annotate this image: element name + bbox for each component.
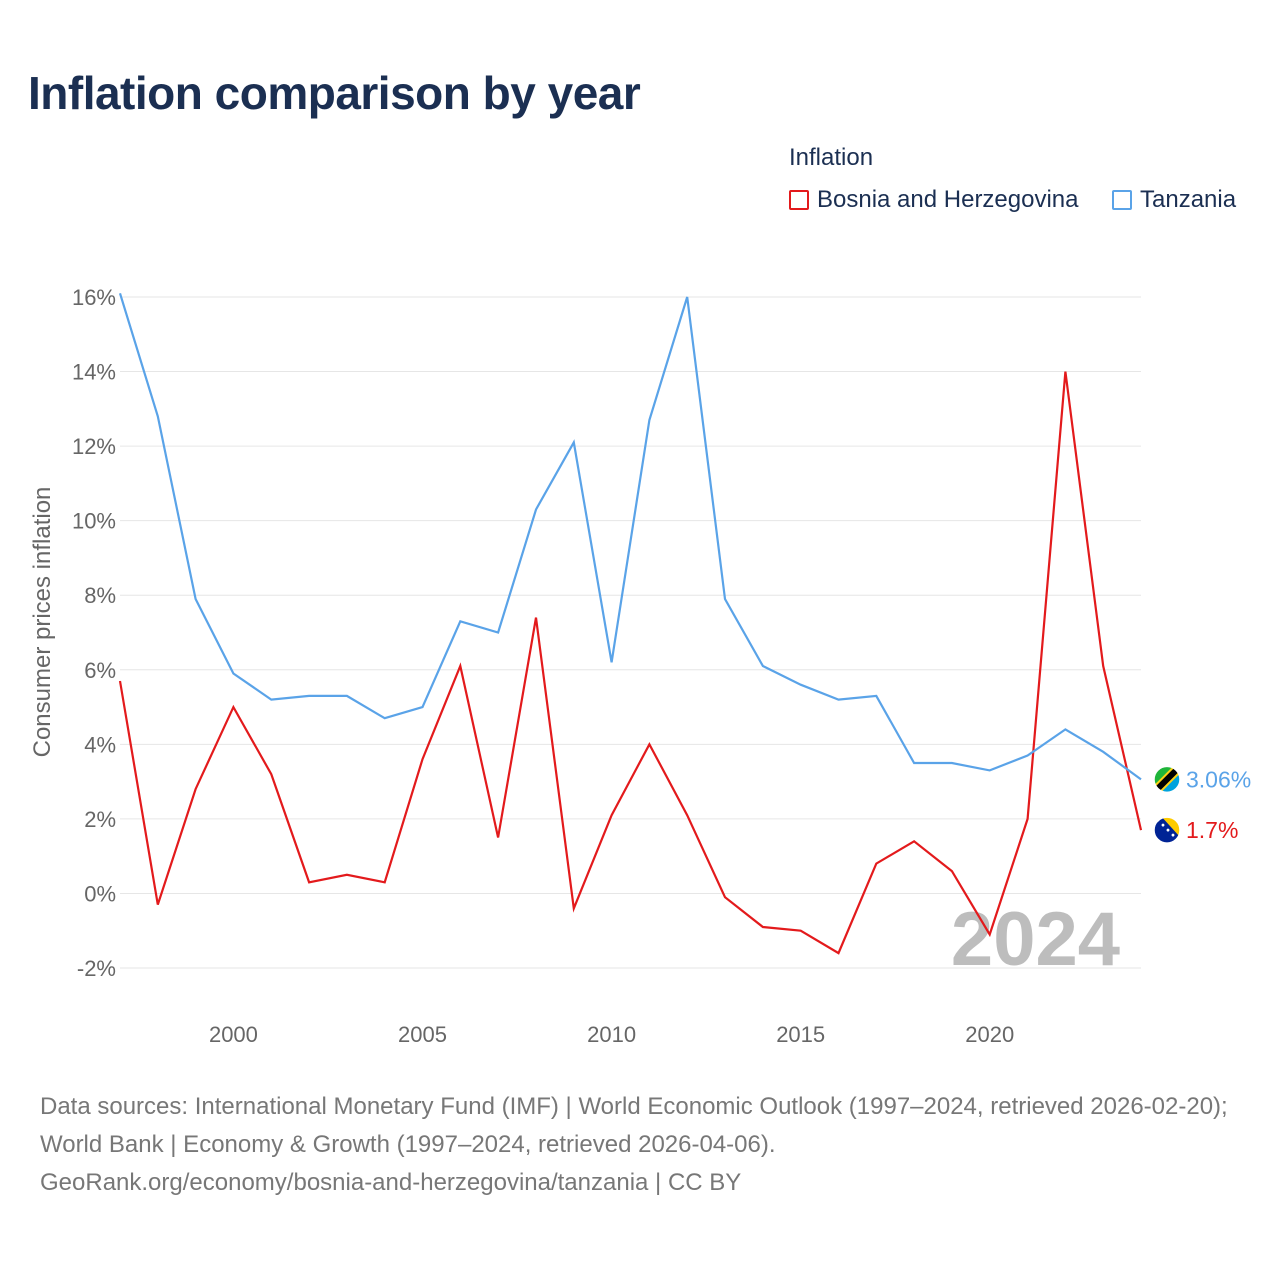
footer: Data sources: International Monetary Fun… bbox=[40, 1088, 1250, 1202]
y-tick-label: 6% bbox=[84, 658, 116, 683]
x-tick-label: 2000 bbox=[209, 1022, 258, 1047]
flag-icon-tanzania bbox=[1153, 765, 1181, 794]
x-tick-label: 2005 bbox=[398, 1022, 447, 1047]
data-sources: Data sources: International Monetary Fun… bbox=[40, 1093, 1228, 1158]
y-tick-label: 2% bbox=[84, 807, 116, 832]
y-tick-label: 4% bbox=[84, 732, 116, 757]
y-tick-label: 0% bbox=[84, 881, 116, 906]
flag-icon-bosnia bbox=[1153, 816, 1181, 844]
series-line-bosnia[interactable] bbox=[118, 371, 1143, 955]
series-line-tanzania[interactable] bbox=[118, 292, 1142, 781]
legend-item-tanzania[interactable]: Tanzania bbox=[1112, 186, 1236, 214]
end-value-label-tanzania: 3.06% bbox=[1186, 766, 1251, 792]
chart-title: Inflation comparison by year bbox=[28, 67, 641, 119]
legend-label-bosnia: Bosnia and Herzegovina bbox=[817, 186, 1079, 213]
line-chart: -2% 0% 2% 4% 6% 8% 10% 12% 14% 16% 2000 2005 2010 20… bbox=[29, 285, 1251, 1047]
y-tick-label: 16% bbox=[72, 285, 116, 310]
legend-item-bosnia[interactable]: Bosnia and Herzegovina bbox=[789, 186, 1079, 214]
year-watermark: 2024 bbox=[951, 897, 1120, 982]
x-tick-label: 2020 bbox=[965, 1022, 1014, 1047]
y-tick-label: -2% bbox=[77, 956, 116, 981]
y-tick-label: 10% bbox=[72, 509, 116, 534]
x-tick-label: 2015 bbox=[776, 1022, 825, 1047]
legend-swatch-bosnia bbox=[789, 190, 809, 210]
x-tick-label: 2010 bbox=[587, 1022, 636, 1047]
end-value-label-bosnia: 1.7% bbox=[1186, 817, 1238, 843]
legend-swatch-tanzania bbox=[1112, 190, 1132, 210]
y-tick-label: 12% bbox=[72, 434, 116, 459]
y-tick-label: 14% bbox=[72, 360, 116, 385]
legend-label-tanzania: Tanzania bbox=[1140, 186, 1237, 213]
y-tick-label: 8% bbox=[84, 583, 116, 608]
y-axis-label: Consumer prices inflation bbox=[29, 487, 56, 758]
attribution-link[interactable]: GeoRank.org/economy/bosnia-and-herzegovi… bbox=[40, 1169, 742, 1196]
legend-title: Inflation bbox=[789, 144, 874, 171]
